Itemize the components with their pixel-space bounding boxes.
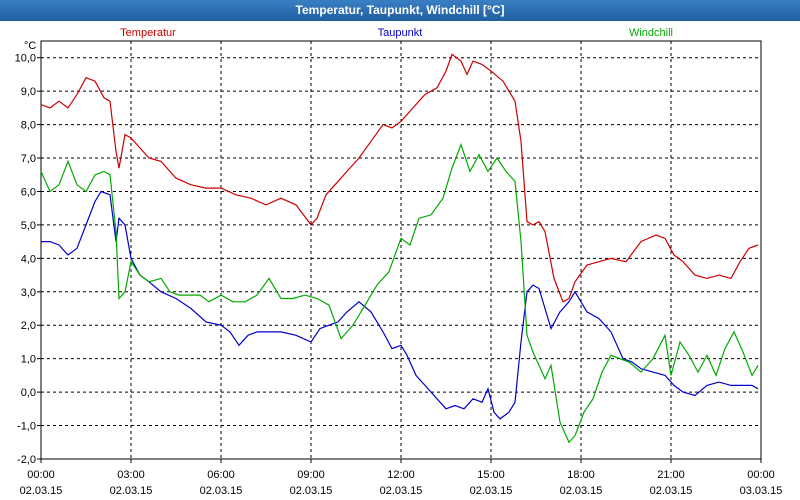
x-tick-time: 06:00 <box>207 469 235 481</box>
x-tick-date: 02.03.15 <box>650 485 693 497</box>
x-tick-time: 09:00 <box>297 469 325 481</box>
chart-title: Temperatur, Taupunkt, Windchill [°C] <box>0 0 800 21</box>
y-tick-label: 3,0 <box>21 287 36 299</box>
x-tick-date: 02.03.15 <box>380 485 423 497</box>
x-tick-time: 18:00 <box>567 469 595 481</box>
legend-taupunkt: Taupunkt <box>378 27 423 39</box>
x-tick-time: 00:00 <box>747 469 775 481</box>
y-tick-label: -2,0 <box>17 454 36 466</box>
y-tick-label: 2,0 <box>21 320 36 332</box>
series-line-windchill <box>40 142 759 444</box>
x-tick-date: 03.03.15 <box>740 485 783 497</box>
line-chart: 10,0 9,0 8,0 7,0 6,0 5,0 4,0 3,0 2,0 1,0 0,0 -1,0 -2… <box>15 27 783 497</box>
x-tick-date: 02.03.15 <box>200 485 243 497</box>
y-tick-label: 1,0 <box>21 354 36 366</box>
y-tick-label: 10,0 <box>15 53 36 65</box>
x-tick-time: 12:00 <box>387 469 415 481</box>
legend-windchill: Windchill <box>629 27 673 39</box>
y-tick-label: 0,0 <box>21 387 36 399</box>
y-tick-label: 8,0 <box>21 120 36 132</box>
x-tick-date: 02.03.15 <box>290 485 333 497</box>
x-tick-date: 02.03.15 <box>470 485 513 497</box>
legend-temperatur: Temperatur <box>120 27 176 39</box>
y-tick-label: 7,0 <box>21 153 36 165</box>
x-tick-time: 15:00 <box>477 469 505 481</box>
series-line-taupunkt <box>41 190 759 420</box>
x-tick-date: 02.03.15 <box>110 485 153 497</box>
y-tick-label: 6,0 <box>21 186 36 198</box>
y-tick-label: 9,0 <box>21 86 36 98</box>
y-tick-label: 4,0 <box>21 253 36 265</box>
x-tick-date: 02.03.15 <box>560 485 603 497</box>
x-tick-date: 02.03.15 <box>20 485 63 497</box>
y-tick-label: -1,0 <box>17 421 36 433</box>
series-line-temperatur <box>40 53 759 303</box>
x-tick-time: 21:00 <box>657 469 685 481</box>
x-tick-time: 00:00 <box>27 469 55 481</box>
y-axis-label: °C <box>24 40 36 52</box>
x-tick-time: 03:00 <box>117 469 145 481</box>
y-tick-label: 5,0 <box>21 220 36 232</box>
